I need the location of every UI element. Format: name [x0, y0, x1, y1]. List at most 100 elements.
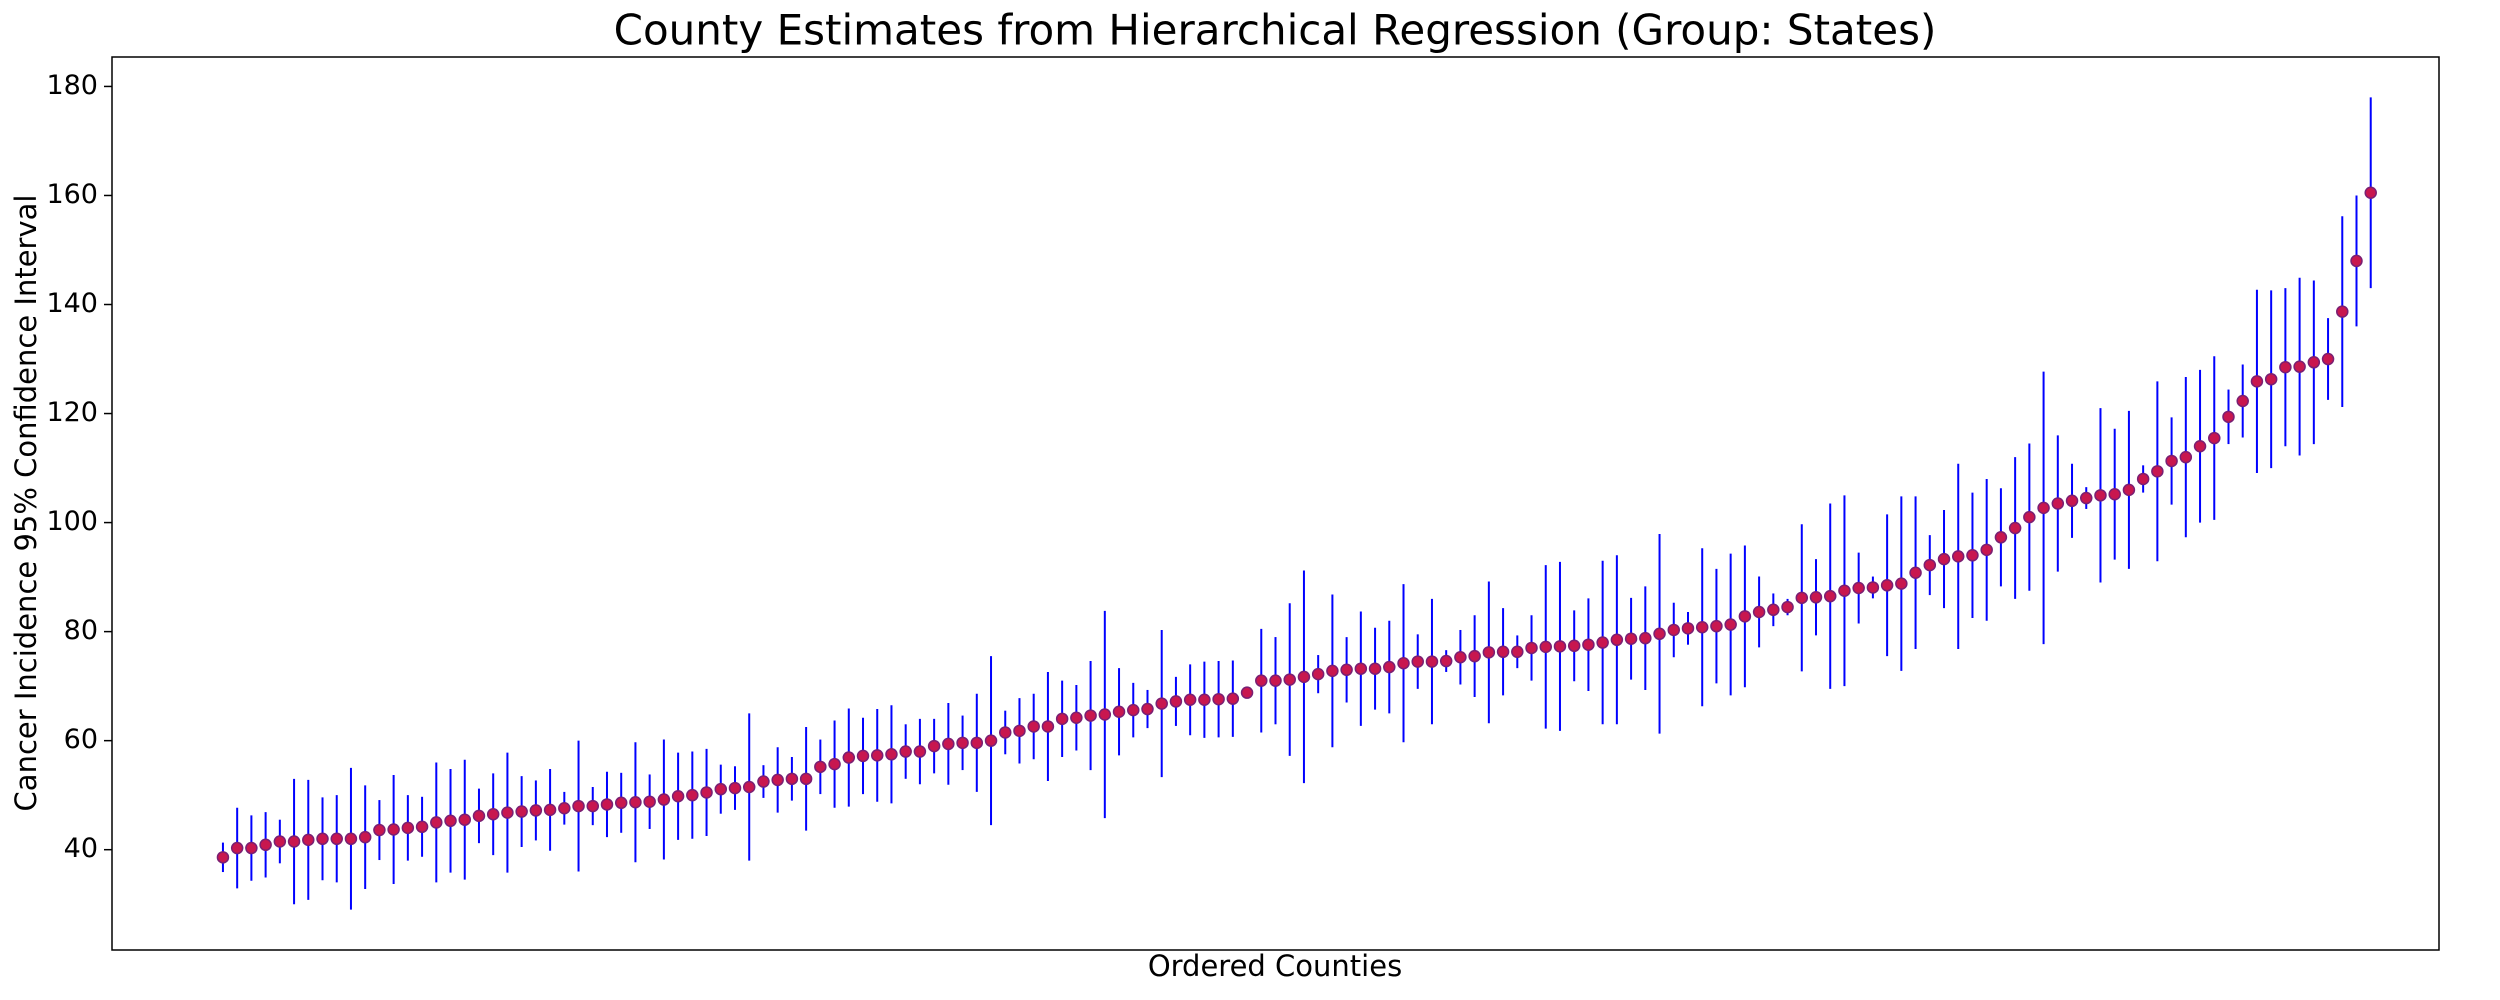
- estimate-point: [245, 841, 258, 855]
- estimate-point: [1269, 674, 1282, 687]
- estimate-point: [1710, 619, 1723, 633]
- estimate-point: [1326, 664, 1339, 678]
- estimate-point: [2364, 186, 2377, 199]
- estimate-point: [2350, 254, 2363, 268]
- estimate-point: [1354, 662, 1368, 675]
- estimate-point: [1937, 552, 1951, 566]
- estimate-point: [970, 736, 984, 750]
- estimate-point: [2250, 375, 2264, 388]
- estimate-point: [1624, 632, 1638, 645]
- estimate-point: [1639, 631, 1652, 645]
- estimate-point: [415, 820, 429, 834]
- y-tick-label: 80: [64, 615, 98, 646]
- estimate-point: [2208, 431, 2221, 445]
- estimate-point: [1155, 697, 1168, 710]
- estimate-point: [1084, 709, 1097, 722]
- estimate-point: [785, 772, 799, 786]
- estimate-point: [984, 734, 998, 747]
- estimate-point: [686, 788, 699, 802]
- estimate-point: [799, 772, 813, 786]
- estimate-point: [2293, 360, 2306, 373]
- estimate-point: [1681, 622, 1695, 635]
- estimate-point: [885, 748, 898, 761]
- estimate-point: [2008, 521, 2022, 535]
- estimate-point: [1582, 638, 1595, 651]
- estimate-point: [1240, 686, 1254, 699]
- estimate-point: [1127, 703, 1140, 717]
- estimate-point: [316, 832, 329, 846]
- estimate-point: [2151, 465, 2164, 478]
- estimate-point: [1098, 708, 1112, 721]
- estimate-point: [1539, 640, 1553, 654]
- estimate-point: [1055, 712, 1069, 726]
- y-tick-label: 160: [46, 179, 98, 210]
- estimate-point: [1923, 558, 1937, 572]
- estimate-point: [1610, 633, 1624, 647]
- estimate-point: [742, 780, 756, 794]
- estimate-point: [927, 739, 941, 753]
- estimate-point: [1027, 720, 1040, 733]
- estimate-point: [529, 804, 543, 817]
- estimate-point: [2065, 494, 2079, 508]
- estimate-point: [1041, 720, 1055, 733]
- estimate-point: [1511, 645, 1524, 659]
- estimate-point: [899, 745, 912, 758]
- estimate-point: [1340, 663, 1353, 677]
- estimate-point: [501, 806, 514, 819]
- estimate-point: [998, 726, 1012, 739]
- estimate-point: [913, 745, 927, 758]
- estimate-point: [1425, 655, 1439, 668]
- estimate-point: [1454, 650, 1467, 664]
- estimate-point: [2122, 483, 2136, 497]
- estimate-point: [373, 823, 386, 837]
- estimate-point: [1667, 623, 1681, 637]
- estimate-point: [515, 805, 528, 818]
- estimate-point: [1653, 627, 1666, 641]
- estimate-point: [430, 816, 443, 829]
- estimate-point: [757, 775, 770, 788]
- estimate-point: [1198, 693, 1211, 707]
- estimate-point: [1297, 670, 1311, 684]
- y-tick-label: 180: [46, 70, 98, 101]
- estimate-point: [401, 821, 415, 835]
- estimate-point: [1368, 662, 1382, 675]
- estimate-point: [1966, 549, 1979, 562]
- estimate-point: [2336, 305, 2349, 318]
- estimate-point: [1852, 581, 1865, 595]
- estimate-point: [543, 803, 557, 817]
- estimate-point: [1809, 591, 1823, 604]
- estimate-point: [1738, 610, 1752, 623]
- estimate-point: [771, 773, 784, 787]
- y-axis-label: Cancer Incidence 95% Confidence Interval: [9, 195, 43, 812]
- estimate-point: [1596, 636, 1609, 649]
- estimate-point: [614, 796, 628, 810]
- x-axis-label: Ordered Counties: [1148, 949, 1402, 983]
- estimate-point: [344, 832, 358, 846]
- estimate-point: [586, 799, 600, 813]
- estimate-point: [1838, 584, 1851, 597]
- estimate-point: [1070, 711, 1083, 725]
- estimate-point: [1695, 621, 1709, 634]
- estimate-point: [700, 786, 713, 799]
- estimate-point: [2179, 450, 2193, 464]
- estimate-point: [1994, 531, 2008, 544]
- y-tick-label: 120: [46, 397, 98, 428]
- plot-frame: [111, 56, 2440, 951]
- chart-title: County Estimates from Hierarchical Regre…: [614, 6, 1937, 55]
- estimate-point: [842, 751, 856, 764]
- estimate-point: [856, 749, 870, 763]
- estimate-point: [870, 749, 884, 762]
- estimate-point: [671, 790, 685, 803]
- estimate-point: [657, 793, 671, 806]
- estimate-point: [2051, 497, 2065, 510]
- estimate-point: [572, 799, 585, 813]
- estimate-point: [1525, 641, 1538, 655]
- y-tick-label: 140: [46, 288, 98, 319]
- y-tick-label: 40: [64, 833, 98, 864]
- estimate-point: [2094, 489, 2107, 502]
- estimate-point: [942, 737, 955, 751]
- estimate-point: [814, 760, 827, 774]
- estimate-point: [287, 835, 301, 848]
- estimate-point: [358, 830, 372, 844]
